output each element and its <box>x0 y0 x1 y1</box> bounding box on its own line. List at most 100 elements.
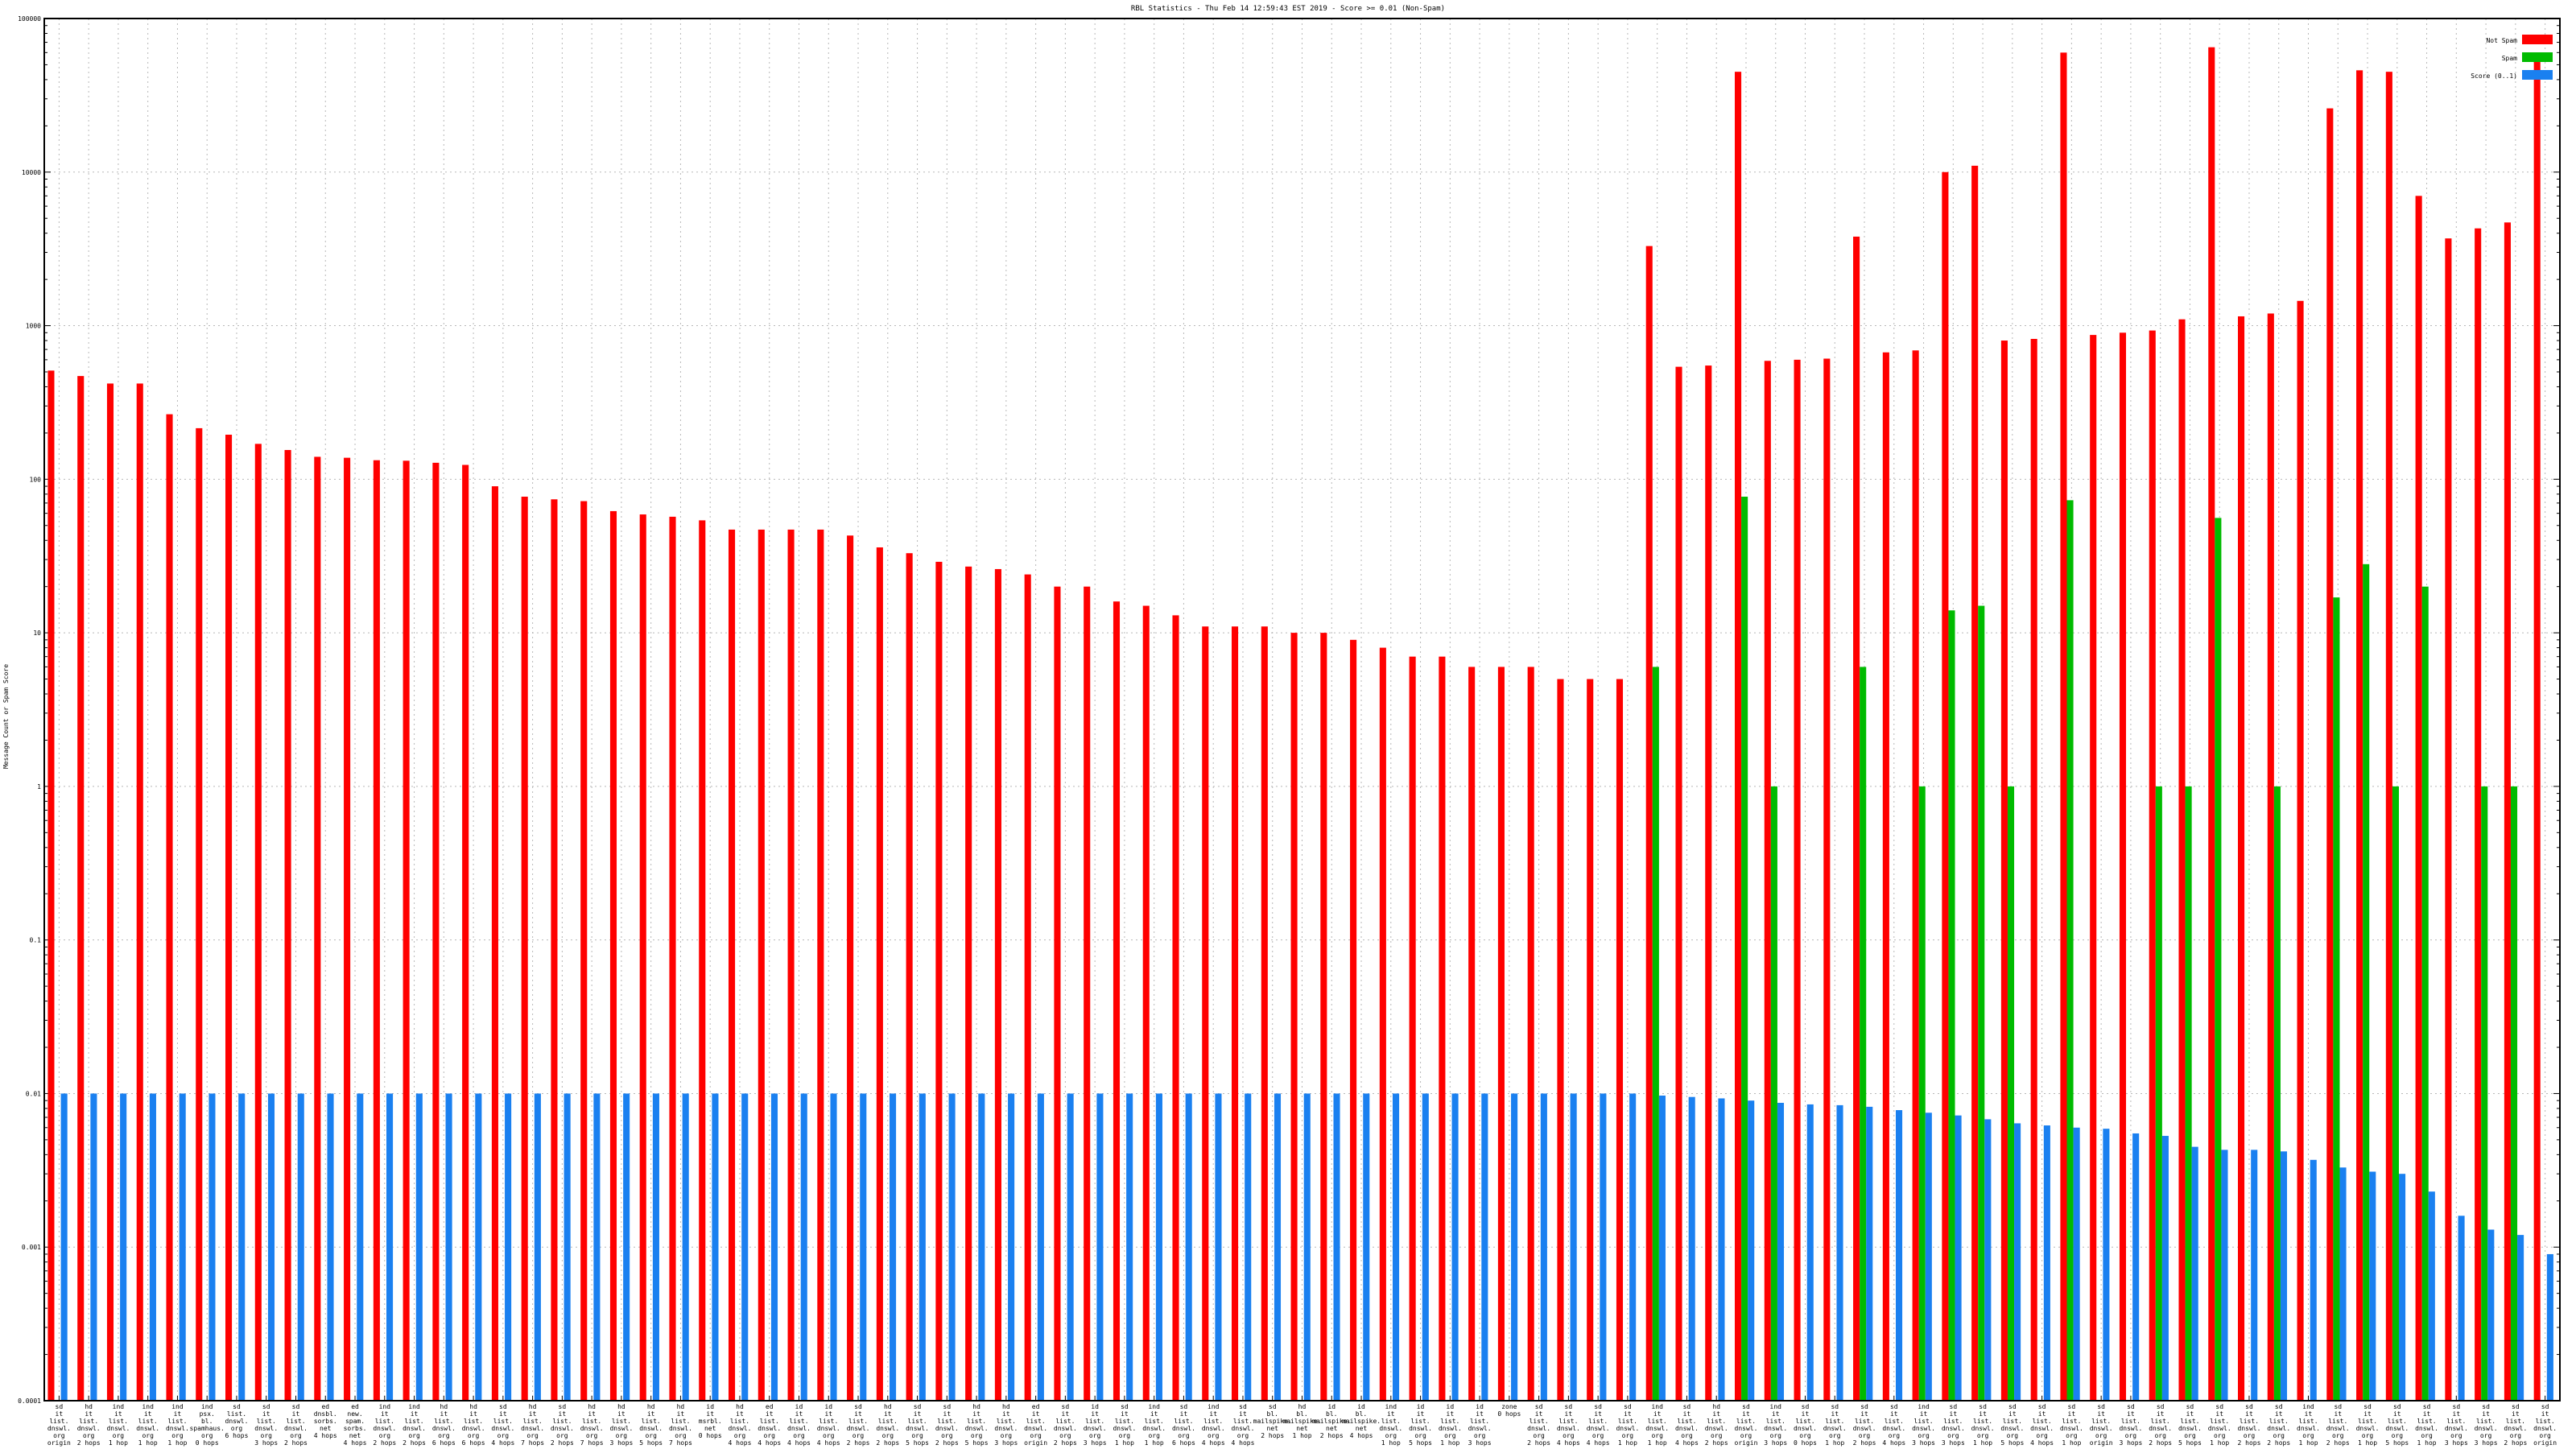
x-tick-label-line: 5 hops <box>965 1439 989 1447</box>
x-tick-label-line: org <box>1829 1432 1841 1439</box>
x-tick-label: ind psx. bl. spamhaus. org 0 hops <box>190 1403 225 1447</box>
x-tick-label-line: org <box>231 1425 243 1432</box>
bar-score-0-1 <box>149 1093 156 1401</box>
bar-score-0-1 <box>919 1093 926 1401</box>
x-tick-label-line: 4 hops <box>314 1432 337 1439</box>
x-tick-label: sd it list. dnswl. org 2 hops <box>551 1403 574 1447</box>
x-tick-label-line: dnswl. <box>462 1425 485 1432</box>
x-tick-label-line: list. <box>878 1418 898 1425</box>
x-tick-label-line: dnswl. <box>994 1425 1018 1432</box>
x-tick-label-line: list. <box>1736 1418 1756 1425</box>
x-tick-label-line: hd <box>1712 1403 1720 1410</box>
x-tick-label-line: org <box>2332 1432 2344 1439</box>
x-tick-label-line: bl. <box>1267 1410 1278 1418</box>
bar-spam <box>2215 518 2222 1401</box>
x-tick-label-line: hd <box>677 1403 685 1410</box>
x-tick-label-line: sd <box>1594 1403 1602 1410</box>
x-tick-label-line: 5 hops <box>2178 1439 2202 1447</box>
bar-score-0-1 <box>179 1093 186 1401</box>
x-tick-label-line: list. <box>2121 1418 2140 1425</box>
x-tick-label: hd it list. dnswl. org 6 hops <box>432 1403 456 1447</box>
x-tick-label-line: dnswl. <box>2178 1425 2202 1432</box>
bar-spam <box>1948 610 1955 1401</box>
bar-score-0-1 <box>800 1093 807 1401</box>
y-tick-label: 100 <box>30 476 42 483</box>
grid-lines <box>44 19 2560 1401</box>
x-tick-label-line: sd <box>2363 1403 2372 1410</box>
x-tick-label-line: 2 hops <box>876 1439 899 1447</box>
x-tick-label-line: dnswl. <box>1142 1425 1166 1432</box>
x-tick-label-line: org <box>2066 1432 2078 1439</box>
x-tick-label-line: org <box>1178 1432 1190 1439</box>
x-tick-label-line: bl. <box>1356 1410 1367 1418</box>
x-tick-label-line: 3 hops <box>994 1439 1018 1447</box>
bar-score-0-1 <box>2546 1253 2553 1401</box>
bar-not-spam <box>1290 633 1298 1401</box>
x-tick-label: sd it list. dnswl. org 1 hop <box>1971 1403 1995 1447</box>
x-tick-label-line: dnswl. <box>402 1425 426 1432</box>
x-tick-label-line: org <box>1119 1432 1131 1439</box>
bar-not-spam <box>1912 350 1919 1401</box>
x-tick-label: ind it list. dnswl. org 1 hop <box>106 1403 130 1447</box>
x-tick-label-line: org <box>142 1432 154 1439</box>
x-tick-label-line: sd <box>2127 1403 2135 1410</box>
bar-not-spam <box>1350 639 1357 1401</box>
legend: Not Spam Spam Score (0..1) <box>2471 35 2553 80</box>
x-tick-label-line: ed <box>1032 1403 1040 1410</box>
x-tick-label-line: list. <box>1648 1418 1667 1425</box>
x-tick-label-line: list. <box>1855 1418 1874 1425</box>
x-tick-label: ind it list. dnswl. org 1 hop <box>136 1403 159 1447</box>
x-tick-label-line: 2 hops <box>402 1439 426 1447</box>
x-tick-label-line: 4 hops <box>491 1439 514 1447</box>
x-tick-label-line: 0 hops <box>699 1432 722 1439</box>
x-tick-label-line: list. <box>2269 1418 2289 1425</box>
x-tick-label-line: it <box>1742 1410 1750 1418</box>
bar-score-0-1 <box>1718 1098 1725 1401</box>
x-tick-label: sd bl. mailspike. net 2 hops <box>1253 1403 1292 1439</box>
bar-not-spam <box>609 510 617 1401</box>
bar-not-spam <box>1587 679 1594 1401</box>
x-tick-label-line: org <box>793 1432 805 1439</box>
x-tick-label-line: it <box>292 1410 300 1418</box>
x-tick-label-line: id <box>706 1403 714 1410</box>
bar-not-spam <box>1379 647 1386 1401</box>
x-tick-label-line: hd <box>440 1403 448 1410</box>
x-tick-label: sd it list. dnswl. org 3 hops <box>2445 1403 2468 1447</box>
bar-score-0-1 <box>2073 1127 2080 1401</box>
bar-score-0-1 <box>1037 1093 1044 1401</box>
x-tick-label-line: 4 hops <box>787 1439 811 1447</box>
bar-not-spam <box>106 383 114 1402</box>
bar-spam <box>2185 786 2192 1401</box>
x-tick-label-line: ed <box>321 1403 329 1410</box>
x-tick-label-line: origin <box>2533 1439 2557 1447</box>
x-tick-label-line: 1 hop <box>1440 1439 1459 1447</box>
x-tick-label-line: 2 hops <box>2267 1439 2290 1447</box>
x-tick-label-line: list. <box>464 1418 483 1425</box>
x-tick-label-line: 2 hops <box>1853 1439 1876 1447</box>
bar-score-0-1 <box>2221 1150 2228 1401</box>
x-tick-label-line: org <box>734 1432 746 1439</box>
x-tick-label-line: list. <box>819 1418 838 1425</box>
x-tick-label-line: sd <box>914 1403 922 1410</box>
x-tick-label-line: list. <box>2210 1418 2229 1425</box>
x-tick-label: sd it list. dnswl. org 5 hops <box>2000 1403 2024 1447</box>
x-tick-label-line: list. <box>2180 1418 2199 1425</box>
x-tick-label-line: it <box>1950 1410 1958 1418</box>
bar-score-0-1 <box>1658 1095 1666 1401</box>
x-tick-label-line: org <box>2480 1432 2492 1439</box>
bar-score-0-1 <box>1422 1093 1429 1401</box>
x-tick-label-line: bl. <box>1296 1410 1307 1418</box>
x-tick-label: sd it list. dnswl. org 4 hops <box>491 1403 514 1447</box>
x-tick-label-line: sd <box>2275 1403 2283 1410</box>
x-tick-label: sd it list. dnswl. org 2 hops <box>2149 1403 2172 1447</box>
x-tick-label-line: org <box>1711 1432 1723 1439</box>
x-tick-label-line: it <box>2097 1410 2105 1418</box>
bar-score-0-1 <box>2428 1191 2435 1401</box>
bar-not-spam <box>1616 679 1624 1401</box>
x-tick-label-line: sd <box>943 1403 952 1410</box>
x-tick-label-line: it <box>1239 1410 1247 1418</box>
x-tick-label-line: 1 hop <box>1115 1439 1134 1447</box>
bar-not-spam <box>1853 236 1860 1401</box>
x-tick-label-line: list. <box>1943 1418 1963 1425</box>
x-tick-label-line: sorbs. <box>314 1418 337 1425</box>
